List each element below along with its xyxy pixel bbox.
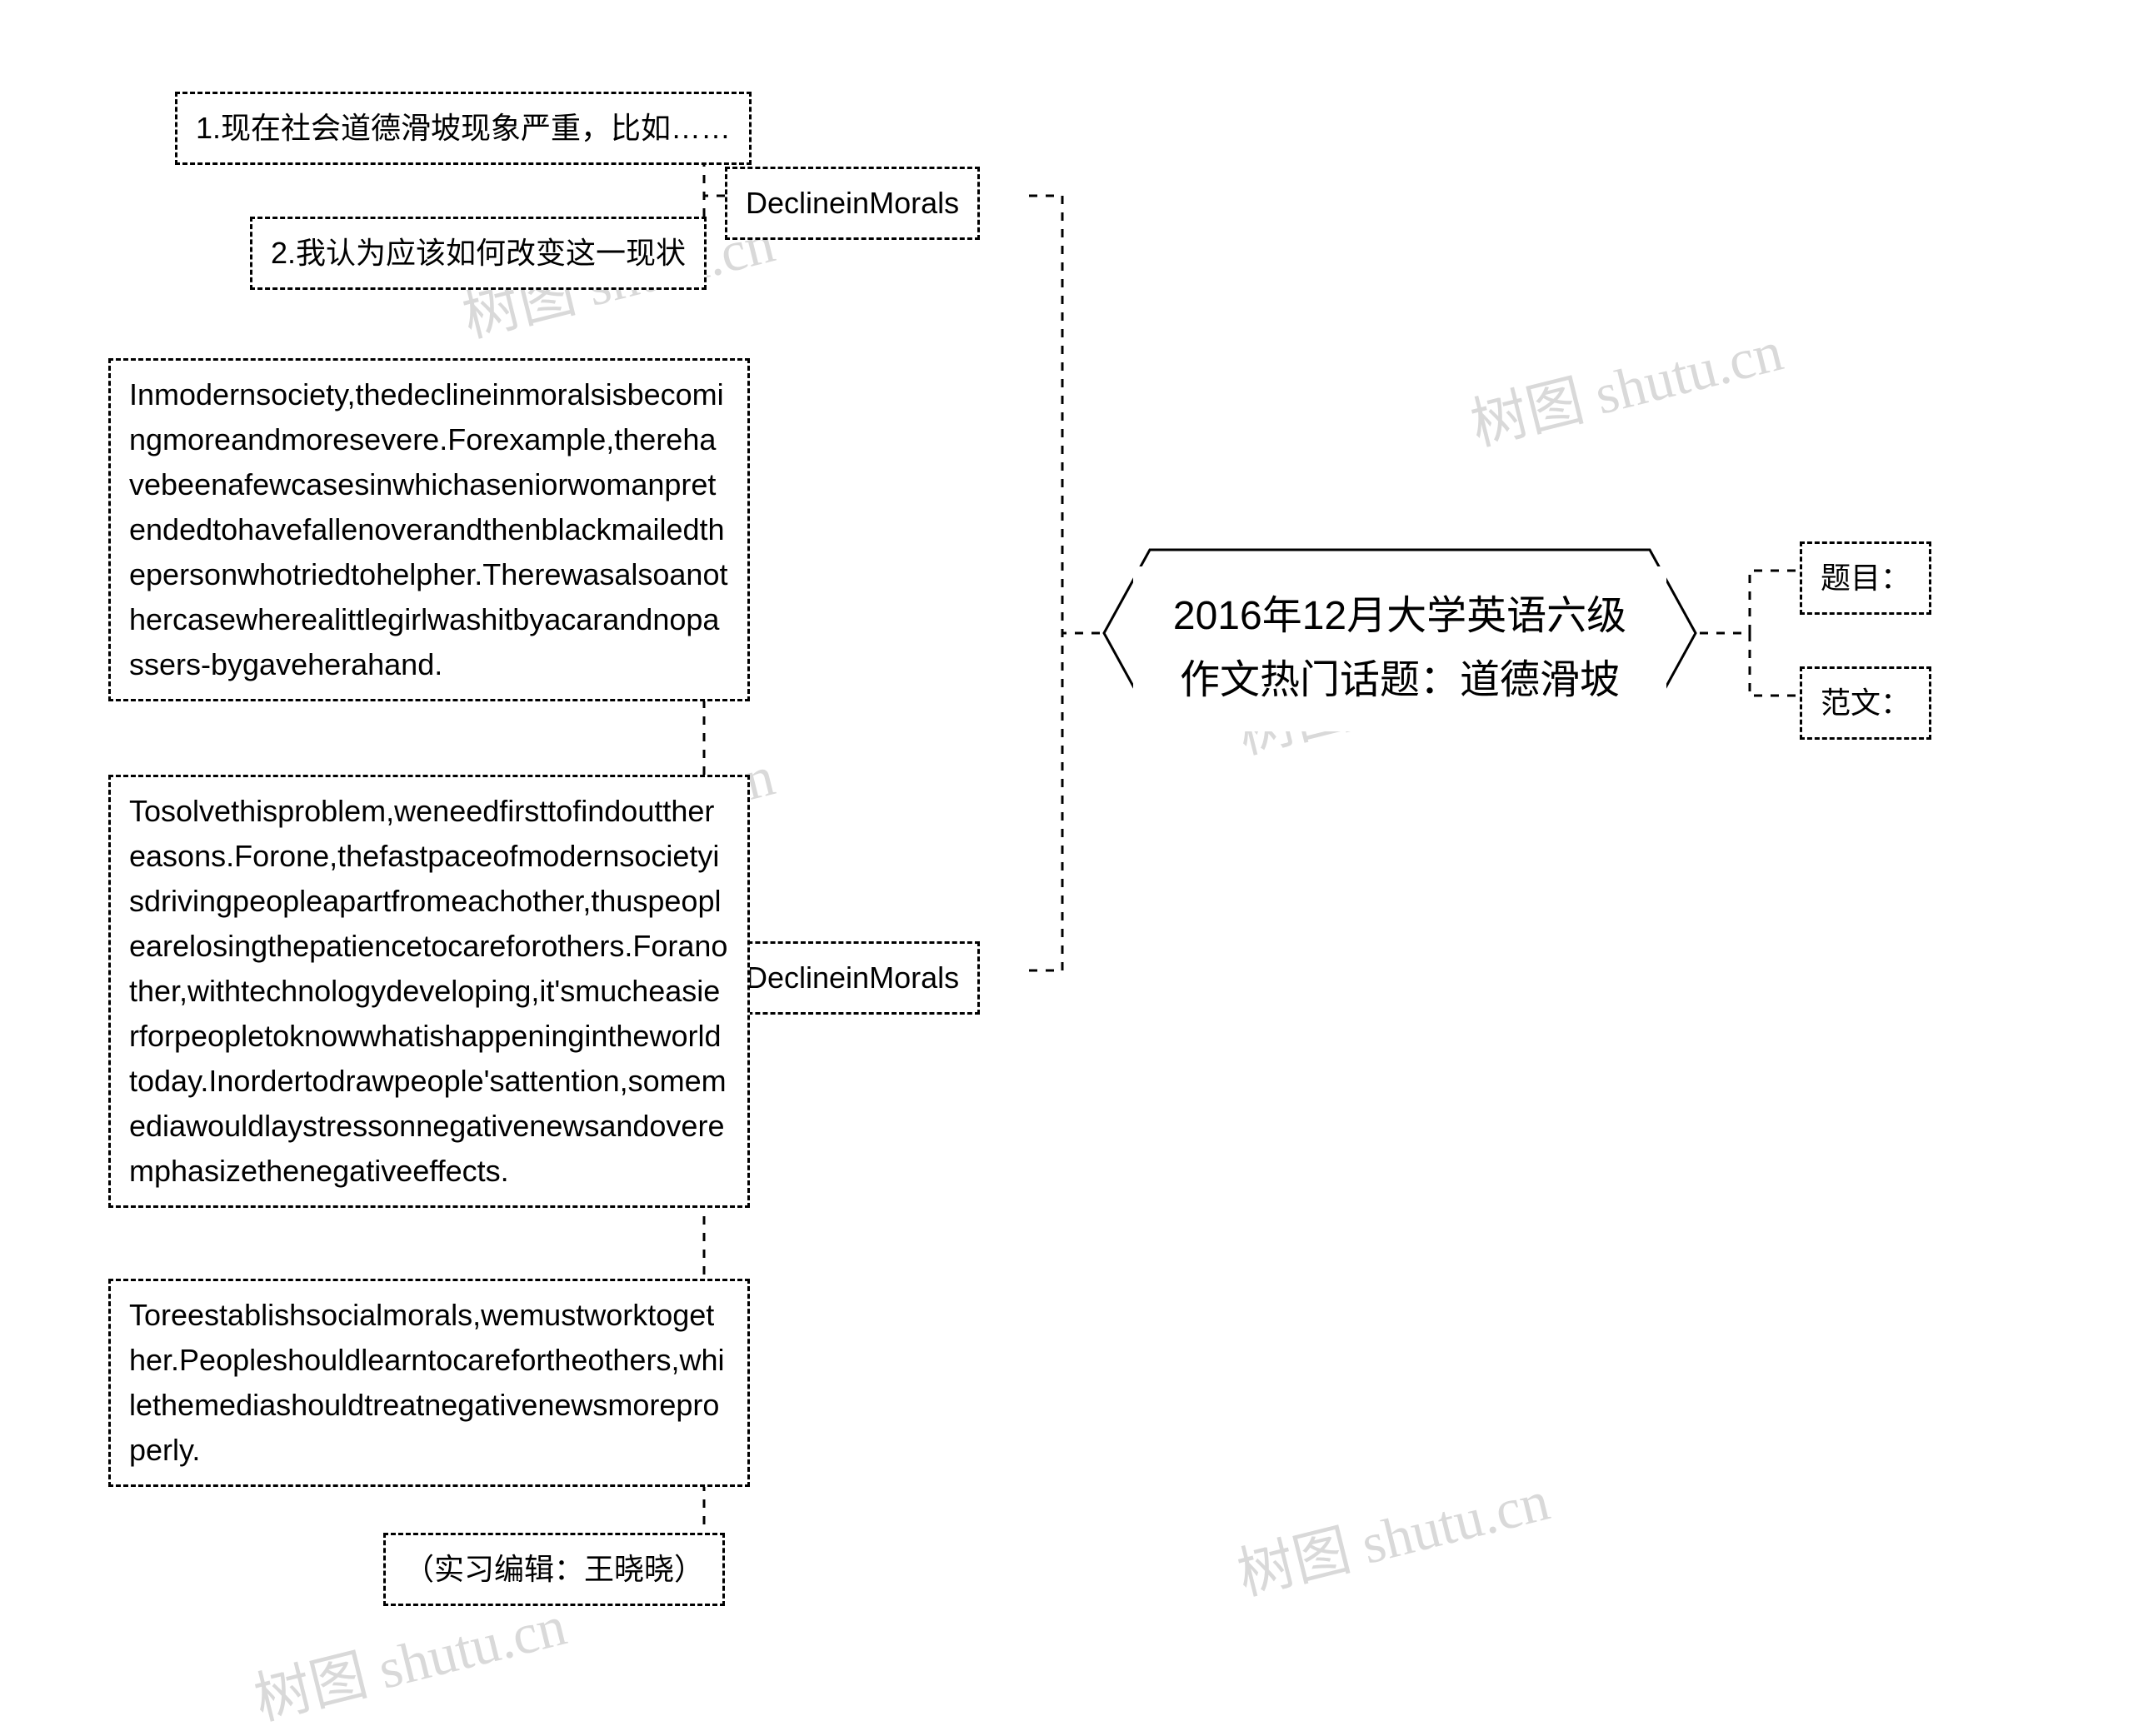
node-b2c4-label: （实习编辑：王晓晓） — [404, 1552, 704, 1586]
node-b2c2[interactable]: Tosolvethisproblem,weneedfirsttofindoutt… — [108, 775, 750, 1208]
node-b1c2-label: 2.我认为应该如何改变这一现状 — [271, 236, 686, 270]
node-b2c3[interactable]: Toreestablishsocialmorals,wemustworktoge… — [108, 1279, 750, 1487]
mindmap-canvas: 树图 shutu.cn 树图 shutu.cn 树图 shutu.cn 树图 s… — [0, 0, 2133, 1674]
node-b1c2[interactable]: 2.我认为应该如何改变这一现状 — [250, 217, 707, 290]
node-b2c1-label: Inmodernsociety,thedeclineinmoralsisbeco… — [129, 377, 727, 681]
node-model[interactable]: 范文： — [1800, 666, 1931, 740]
node-b2c3-label: Toreestablishsocialmorals,wemustworktoge… — [129, 1298, 724, 1467]
watermark: 树图 shutu.cn — [1228, 1454, 1556, 1610]
node-topic-label: 题目： — [1821, 561, 1911, 595]
node-b2c1[interactable]: Inmodernsociety,thedeclineinmoralsisbeco… — [108, 358, 750, 701]
node-b1-title-label: DeclineinMorals — [746, 186, 959, 220]
node-b2c4[interactable]: （实习编辑：王晓晓） — [383, 1533, 725, 1606]
node-b2-title[interactable]: DeclineinMorals — [725, 941, 980, 1015]
node-b1-title[interactable]: DeclineinMorals — [725, 167, 980, 240]
center-line2: 作文热门话题：道德滑坡 — [1161, 649, 1638, 713]
node-b2c2-label: Tosolvethisproblem,weneedfirsttofindoutt… — [129, 794, 727, 1188]
watermark: 树图 shutu.cn — [1461, 304, 1790, 461]
node-b1c1-label: 1.现在社会道德滑坡现象严重，比如…… — [196, 111, 731, 145]
center-line1: 2016年12月大学英语六级 — [1161, 585, 1638, 649]
center-node[interactable]: 2016年12月大学英语六级 作文热门话题：道德滑坡 — [1133, 566, 1666, 731]
node-b2-title-label: DeclineinMorals — [746, 960, 959, 995]
node-topic[interactable]: 题目： — [1800, 541, 1931, 615]
node-model-label: 范文： — [1821, 686, 1911, 720]
node-b1c1[interactable]: 1.现在社会道德滑坡现象严重，比如…… — [175, 92, 752, 165]
